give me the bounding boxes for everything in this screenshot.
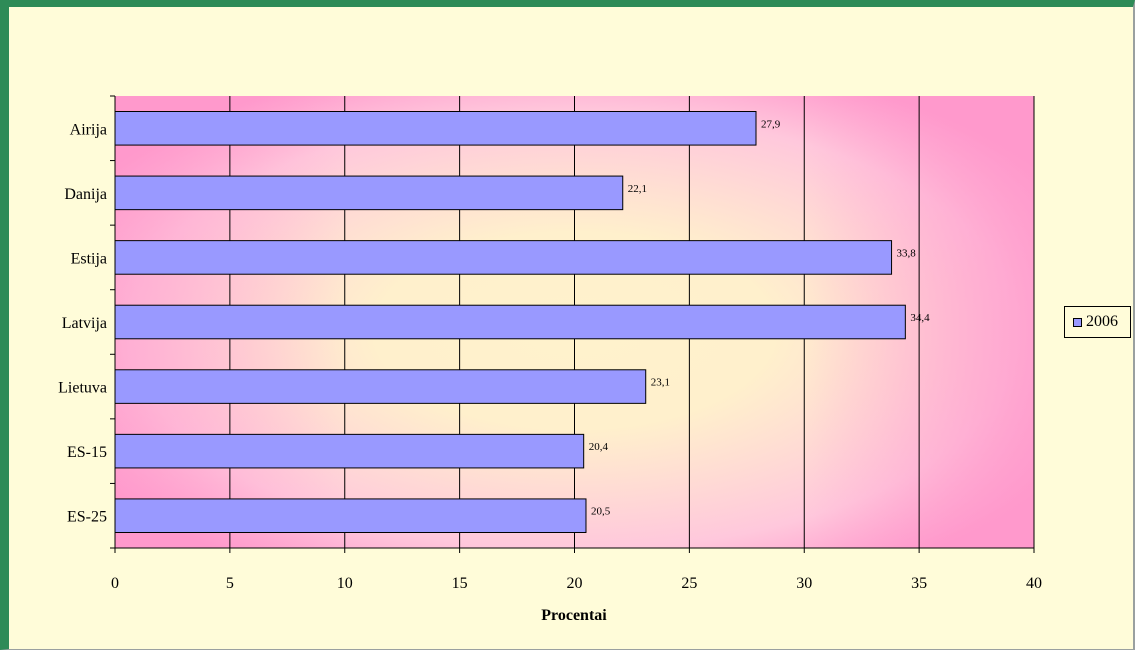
bar [114, 110, 757, 146]
bars [114, 110, 906, 534]
x-axis-title: Procentai [541, 607, 607, 624]
legend-label: 2006 [1086, 313, 1118, 330]
category-label: Airija [70, 121, 107, 138]
x-tick-label: 40 [1026, 575, 1042, 592]
bar [114, 433, 585, 469]
category-label: Lietuva [58, 380, 107, 397]
data-label: 22,1 [628, 183, 647, 195]
category-label: ES-25 [67, 509, 107, 526]
data-label: 20,5 [591, 506, 611, 518]
data-label: 33,8 [897, 247, 917, 259]
data-label: 34,4 [910, 312, 930, 324]
x-tick-label: 25 [681, 575, 697, 592]
bar [114, 175, 624, 211]
data-label: 23,1 [651, 377, 670, 389]
x-tick-label: 5 [226, 575, 234, 592]
bar [114, 498, 587, 534]
bar [114, 369, 647, 404]
bar [114, 304, 906, 340]
legend: 2006 [1064, 306, 1131, 338]
data-label: 27,9 [761, 118, 781, 130]
x-tick-label: 0 [111, 575, 119, 592]
category-label: Danija [64, 186, 107, 203]
legend-swatch [1073, 317, 1082, 327]
x-tick-label: 35 [911, 575, 927, 592]
category-label: ES-15 [67, 444, 107, 461]
labels: 0 5 10 15 20 25 30 35 40 Airija 27,9 Danija 22,1 Esti… [58, 118, 1042, 592]
x-tick-label: 30 [796, 575, 812, 592]
data-label: 20,4 [589, 441, 609, 453]
x-tick-label: 15 [452, 575, 468, 592]
x-tick-label: 10 [337, 575, 353, 592]
bar [114, 240, 893, 275]
category-label: Estija [71, 250, 107, 267]
axes [110, 95, 1035, 553]
category-label: Latvija [62, 315, 107, 332]
x-tick-label: 20 [567, 575, 583, 592]
